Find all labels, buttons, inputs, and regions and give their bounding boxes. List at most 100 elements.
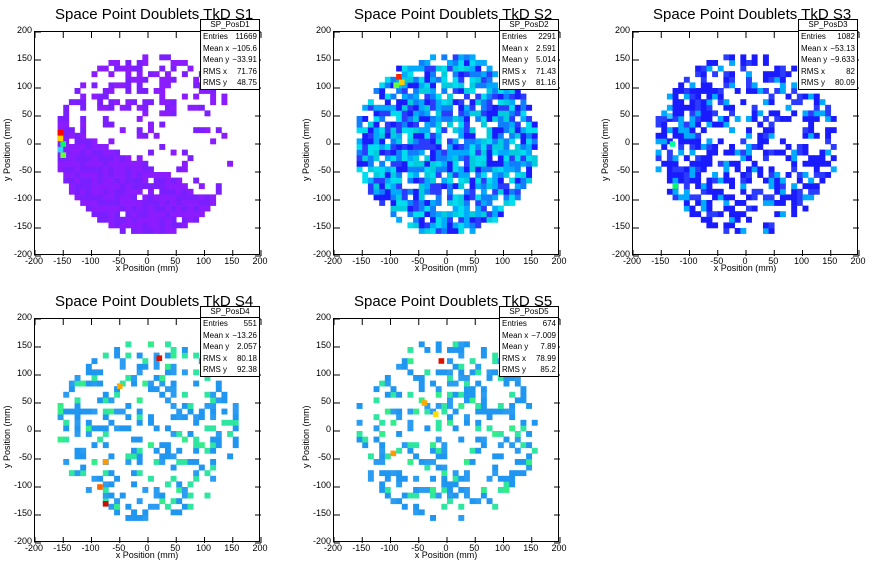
heatmap-cell (757, 110, 764, 117)
heatmap-cell (480, 104, 487, 111)
heatmap-cell (384, 475, 391, 482)
heatmap-cell (164, 183, 171, 190)
heatmap-cell (683, 76, 690, 83)
heatmap-cell (193, 82, 200, 89)
heatmap-cell (373, 386, 380, 393)
heatmap-cell (463, 375, 470, 381)
heatmap-cell (683, 132, 690, 139)
heatmap-cell (407, 391, 414, 398)
heatmap-cell (723, 205, 730, 212)
heatmap-cell (170, 110, 177, 117)
heatmap-cell (469, 110, 476, 117)
heatmap-cell (706, 200, 713, 206)
heatmap-cell (779, 200, 786, 206)
heatmap-cell (469, 459, 476, 465)
heatmap-cell (441, 110, 448, 117)
stats-value: −105.6 (232, 43, 257, 53)
heatmap-cell (424, 121, 431, 128)
heatmap-cell (463, 144, 470, 150)
heatmap-cell (458, 71, 465, 78)
heatmap-cell (712, 144, 719, 150)
heatmap-cell (661, 127, 668, 134)
heatmap-cell (740, 177, 747, 184)
heatmap-cell (469, 71, 476, 78)
heatmap-cell (452, 200, 459, 206)
heatmap-cell (74, 99, 81, 106)
heatmap-cell (531, 419, 538, 426)
stats-row: RMS y 92.38 (201, 364, 259, 376)
heatmap-cell (114, 352, 121, 359)
heatmap-cell (514, 172, 521, 178)
heatmap-cell (164, 82, 171, 89)
heatmap-cell (413, 104, 420, 111)
heatmap-cell (131, 216, 137, 223)
heatmap-cell (63, 127, 70, 134)
heatmap-cell (153, 459, 160, 465)
heatmap-cell (819, 155, 826, 162)
heatmap-cell (830, 144, 837, 150)
heatmap-cell (441, 183, 448, 190)
heatmap-cell (740, 54, 747, 61)
heatmap-cell (706, 160, 713, 167)
heatmap-cell (447, 60, 453, 66)
heatmap-cell (159, 88, 166, 94)
heatmap-cell (430, 515, 436, 521)
stats-key: RMS y (801, 78, 825, 87)
heatmap-cell (463, 475, 470, 482)
heatmap-cell (170, 149, 177, 156)
heatmap-cell (413, 172, 420, 178)
heatmap-cell (136, 211, 143, 218)
stats-key: RMS x (502, 353, 526, 363)
heatmap-cell (131, 188, 137, 195)
heatmap-cell (148, 172, 154, 178)
heatmap-cell (762, 132, 769, 139)
heatmap-cell (68, 386, 75, 393)
heatmap-cell (164, 177, 171, 184)
heatmap-cell (746, 82, 752, 89)
heatmap-cell (384, 82, 391, 89)
heatmap-cell (441, 222, 448, 229)
heatmap-cell (80, 408, 87, 415)
heatmap-cell (125, 453, 132, 460)
heatmap-svg (333, 318, 561, 544)
heatmap-cell (424, 110, 431, 117)
heatmap-cell (740, 65, 747, 72)
heatmap-cell (492, 166, 499, 173)
heatmap-cell (181, 166, 188, 173)
heatmap-cell (142, 211, 149, 218)
heatmap-cell (424, 132, 431, 139)
heatmap-cell (114, 391, 121, 398)
heatmap-cell (717, 88, 724, 94)
y-tick-label: 50 (21, 109, 32, 119)
heatmap-cell (407, 177, 414, 184)
heatmap-cell (384, 188, 391, 195)
heatmap-cell (458, 104, 465, 111)
heatmap-cell (768, 194, 775, 201)
heatmap-cell (497, 475, 504, 482)
heatmap-cell (97, 205, 104, 212)
heatmap-cell (114, 408, 121, 415)
heatmap-cell (492, 104, 499, 111)
heatmap-cell (114, 194, 121, 201)
heatmap-cell (441, 211, 448, 218)
heatmap-cell (384, 93, 391, 100)
x-tick-label: 0 (443, 543, 449, 553)
heatmap-cell (819, 160, 826, 167)
heatmap-cell (825, 149, 832, 156)
heatmap-cell (418, 200, 425, 206)
heatmap-cell (526, 149, 533, 156)
heatmap-cell (74, 403, 81, 409)
heatmap-cell (435, 188, 442, 195)
heatmap-cell (526, 431, 533, 437)
heatmap-cell (678, 144, 685, 150)
stats-key: Entries (502, 319, 527, 328)
heatmap-cell (153, 200, 160, 206)
heatmap-cell (463, 222, 470, 229)
heatmap-cell (695, 116, 702, 122)
heatmap-cell (452, 144, 459, 150)
heatmap-cell (441, 475, 448, 482)
heatmap-cell (91, 93, 98, 100)
heatmap-cell (204, 425, 211, 432)
heatmap-cell (136, 160, 143, 167)
heatmap-cell (102, 149, 109, 156)
